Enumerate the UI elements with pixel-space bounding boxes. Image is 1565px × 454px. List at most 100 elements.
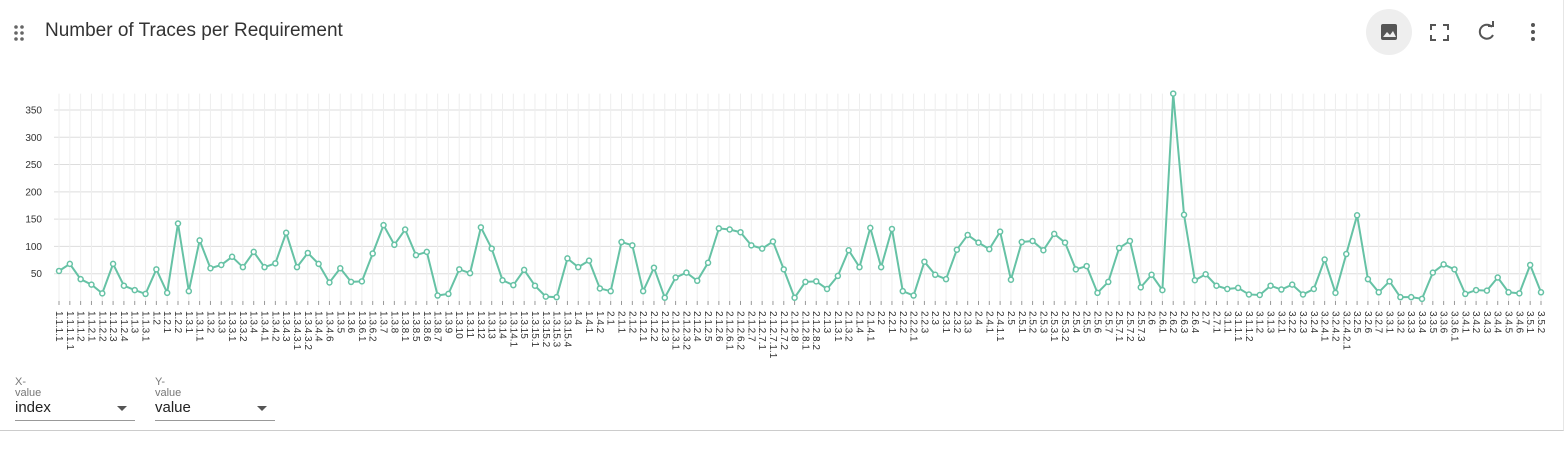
point: [704, 259, 712, 267]
point: [802, 278, 809, 286]
y-select-value: value: [155, 399, 275, 421]
image-button[interactable]: [1381, 24, 1397, 40]
x-tick-label: 2.1.4.1: [864, 311, 875, 342]
point: [1148, 271, 1155, 279]
x-tick-label: 1.3.2: [204, 311, 215, 334]
point: [391, 241, 398, 249]
point: [477, 224, 485, 231]
x-tick-label: 1.3.4.3: [280, 311, 291, 342]
point: [1007, 276, 1015, 283]
x-tick-label: 2.5.7: [1102, 311, 1113, 334]
x-tick-label: 3.5.1: [1524, 311, 1535, 334]
x-tick-label: 1.3.13: [486, 311, 497, 339]
point: [867, 224, 874, 232]
x-select[interactable]: X-value index: [15, 377, 135, 421]
point: [1299, 291, 1307, 298]
point: [239, 263, 247, 271]
x-tick-label: 2.1.2.6.2: [735, 311, 746, 350]
x-tick-label: 1.3.11: [464, 311, 475, 338]
point: [499, 277, 506, 284]
x-tick-label: 1.3.10: [453, 311, 464, 339]
point: [1353, 212, 1361, 219]
x-tick-label: 3.2.2: [1286, 311, 1297, 334]
point: [337, 265, 344, 272]
point: [1191, 277, 1199, 284]
x-tick-label: 2.2.2.1: [908, 311, 919, 342]
point: [1375, 289, 1382, 296]
point: [748, 242, 755, 249]
x-tick-label: 1.3.4: [248, 311, 259, 334]
point: [445, 290, 452, 298]
point: [1094, 289, 1101, 297]
y-tick-label: 350: [25, 105, 42, 116]
x-tick-label: 2.1.2.6: [713, 311, 724, 342]
x-tick-label: 1.3.4.1: [259, 311, 270, 342]
point: [564, 255, 571, 262]
point: [1494, 274, 1501, 281]
point: [1364, 275, 1372, 283]
x-tick-label: 1.3.5: [334, 311, 345, 334]
x-tick-label: 1.3.1: [183, 311, 194, 334]
x-tick-label: 3.3.3: [1405, 311, 1416, 334]
point: [488, 245, 495, 252]
point: [996, 228, 1004, 235]
point: [553, 293, 560, 301]
x-tick-label: 3.4.3: [1481, 311, 1492, 334]
x-tick-label: 2.5.7.2: [1124, 311, 1135, 342]
point: [1472, 286, 1480, 294]
point: [812, 278, 820, 285]
point: [650, 264, 658, 271]
point: [888, 225, 896, 233]
point: [153, 266, 160, 273]
point: [531, 282, 539, 289]
point: [639, 287, 647, 295]
x-tick-label: 1.3.8.6: [421, 311, 432, 342]
point: [520, 266, 528, 274]
x-tick-label: 1.1.1.1: [53, 311, 64, 342]
fullscreen-button[interactable]: [1430, 24, 1449, 41]
point: [1440, 261, 1447, 268]
point: [1115, 244, 1123, 252]
x-tick-label: 3.1.2: [1254, 311, 1265, 334]
point: [758, 245, 766, 252]
point: [672, 274, 679, 281]
point: [1451, 266, 1458, 273]
point: [1267, 282, 1274, 289]
refresh-button[interactable]: [1478, 21, 1494, 40]
x-tick-label: 3.5.2: [1535, 311, 1546, 334]
x-tick-label: 3.3.2: [1394, 311, 1405, 334]
point: [1407, 293, 1415, 301]
x-tick-label: 1.1.2.4: [118, 311, 129, 342]
point: [1278, 286, 1285, 293]
x-tick-label: 3.3.6.1: [1448, 311, 1459, 342]
more-button[interactable]: [1531, 23, 1535, 41]
point: [282, 229, 290, 237]
y-select[interactable]: Y-value value: [155, 377, 275, 421]
x-tick-label: 2.4.1: [983, 311, 994, 334]
x-tick-label: 2.4.1.1: [994, 311, 1005, 342]
x-tick-label: 2.1.2.7.2: [778, 311, 789, 350]
x-tick-label: 1.1.2.2: [96, 311, 107, 342]
x-tick-label: 1.4: [572, 311, 583, 325]
x-tick-label: 3.4.2: [1470, 311, 1481, 334]
point: [401, 226, 409, 233]
x-tick-label: 2.1.2.3.2: [680, 311, 691, 350]
x-tick-label: 3.2.4.1: [1319, 311, 1330, 342]
x-tick-label: 2.5.7.3: [1135, 311, 1146, 342]
y-tick-label: 300: [25, 133, 42, 144]
point: [272, 260, 279, 267]
x-tick-label: 1.3.8.1: [399, 311, 410, 342]
x-tick-label: 1.2: [150, 311, 161, 325]
point: [1083, 262, 1090, 270]
point: [131, 286, 138, 294]
x-tick-label: 2.3.2: [951, 311, 962, 334]
point: [791, 294, 798, 301]
x-tick-label: 1.3.6.2: [367, 311, 378, 342]
point: [347, 278, 355, 286]
point: [250, 248, 257, 256]
drag-handle[interactable]: [12, 24, 32, 44]
point: [1386, 278, 1393, 285]
point: [1105, 278, 1112, 286]
point: [455, 266, 463, 273]
